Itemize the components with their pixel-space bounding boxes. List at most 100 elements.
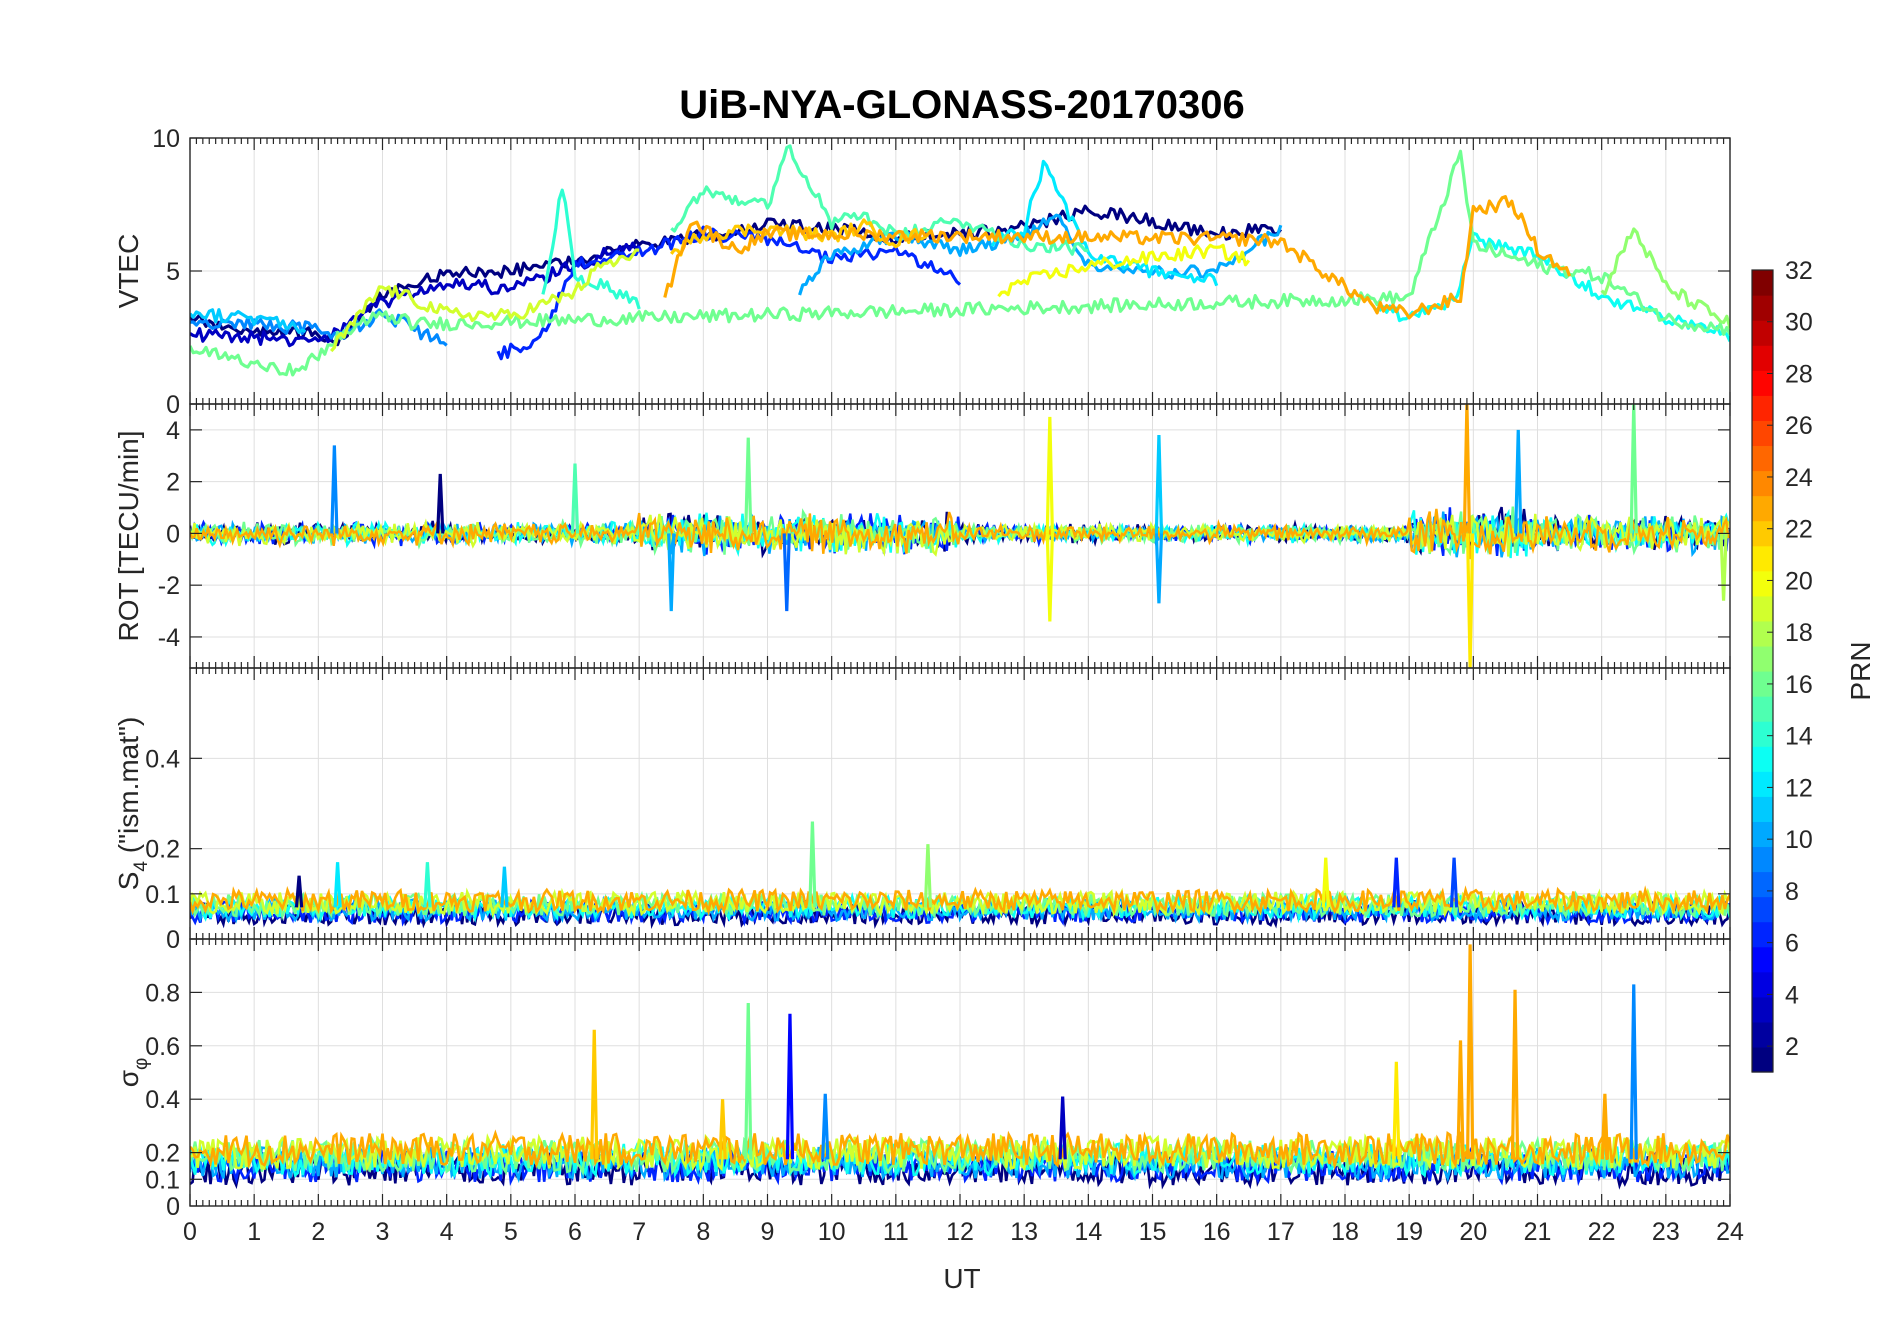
colorbar-step (1752, 871, 1773, 898)
colorbar-step (1752, 1046, 1773, 1073)
series-prn-19 (330, 248, 640, 353)
traces-rot (190, 404, 1730, 668)
y-tick-label: -2 (158, 572, 180, 600)
spike-prn-23 (1600, 1093, 1610, 1160)
y-tick-label: 0.1 (145, 881, 180, 909)
series-prn-23 (190, 885, 1730, 917)
colorbar-step (1752, 721, 1773, 747)
colorbar-step (1752, 846, 1773, 873)
x-axis-label: UT (943, 1263, 980, 1294)
colorbar-step (1752, 696, 1773, 722)
x-tick-label: 18 (1331, 1218, 1359, 1246)
spike-prn-21 (1392, 1061, 1401, 1160)
series-prn-14 (541, 188, 641, 310)
spike-prn-1 (436, 473, 445, 534)
series-prn-16 (190, 149, 1730, 377)
y-tick-label: -4 (158, 624, 180, 652)
colorbar-label: PRN (1845, 641, 1876, 700)
spike-prn-11 (1154, 435, 1164, 534)
x-tick-label: 13 (1010, 1218, 1038, 1246)
series-prn-11 (190, 308, 307, 334)
y-axis-label-s4: S4 ("ism.mat") (113, 717, 152, 891)
spike-prn-21 (1465, 533, 1475, 668)
spike-prn-18 (1719, 533, 1728, 601)
panel-vtec: 0 5 10 VTEC (113, 125, 1731, 419)
x-tick-label: 4 (440, 1218, 454, 1246)
spike-prn-7 (1449, 857, 1459, 908)
colorbar-step (1752, 971, 1773, 998)
x-tick-labels: 0 1 2 3 4 5 6 7 8 9 10 11 12 13 14 15 16 17 18 19 20 21 22 23 24 (183, 1218, 1744, 1246)
traces-sigma-phi (190, 944, 1730, 1190)
colorbar-tick-label: 30 (1785, 309, 1813, 337)
series-prn-20 (997, 243, 1251, 298)
spike-prn-16 (744, 1003, 753, 1160)
colorbar-step (1752, 671, 1773, 697)
colorbar-tick-label: 6 (1785, 930, 1799, 958)
chart-title: UiB-NYA-GLONASS-20170306 (679, 83, 1244, 127)
x-tick-label: 22 (1588, 1218, 1616, 1246)
y-tick-label: 0 (166, 520, 180, 548)
x-tick-label: 19 (1395, 1218, 1423, 1246)
spike-prn-16 (1629, 404, 1638, 534)
colorbar-step (1752, 395, 1773, 421)
y-axis-label-rot: ROT [TECU/min] (113, 430, 144, 641)
x-tick-label: 5 (504, 1218, 518, 1246)
spike-prn-10 (1154, 533, 1164, 604)
y-tick-label: 0.1 (145, 1166, 180, 1194)
series-prn-12 (990, 159, 1219, 287)
colorbar-step (1752, 620, 1773, 647)
colorbar-step (1752, 320, 1773, 346)
colorbar-tick-label: 16 (1785, 671, 1813, 699)
series-prn-10 (798, 213, 1283, 296)
colorbar-step (1752, 295, 1773, 321)
x-tick-label: 24 (1716, 1218, 1744, 1246)
x-tick-label: 10 (818, 1218, 846, 1246)
colorbar-tick-label: 20 (1785, 567, 1813, 595)
colorbar-step (1752, 570, 1773, 597)
spike-prn-11 (500, 866, 509, 908)
series-prn-9 (190, 308, 448, 347)
spike-prn-23 (1456, 1040, 1465, 1160)
spike-prn-16 (808, 821, 817, 908)
colorbar-step (1752, 996, 1773, 1023)
series-prn-3 (190, 241, 641, 348)
x-tick-label: 17 (1267, 1218, 1295, 1246)
colorbar-step (1752, 370, 1773, 396)
x-tick-label: 14 (1074, 1218, 1102, 1246)
y-tick-label: 0.6 (145, 1033, 180, 1061)
spike-prn-8 (782, 533, 791, 612)
x-tick-label: 2 (311, 1218, 325, 1246)
y-axis-label-vtec: VTEC (113, 234, 144, 309)
ticks-s4 (189, 668, 1731, 940)
ticks-sigma-phi (189, 939, 1731, 1207)
x-tick-label: 0 (183, 1218, 197, 1246)
y-tick-label: 4 (166, 417, 180, 445)
spike-prn-16 (744, 437, 753, 534)
colorbar-step (1752, 470, 1773, 497)
x-tick-label: 1 (247, 1218, 261, 1246)
spike-prn-10 (667, 533, 676, 612)
colorbar-tick-label: 2 (1785, 1033, 1799, 1061)
x-tick-label: 8 (696, 1218, 710, 1246)
x-tick-label: 21 (1524, 1218, 1552, 1246)
colorbar-step (1752, 520, 1773, 547)
x-tick-label: 7 (632, 1218, 646, 1246)
spike-prn-9 (821, 1093, 830, 1160)
colorbar-step (1752, 746, 1773, 772)
x-tick-label: 15 (1139, 1218, 1167, 1246)
x-tick-label: 11 (883, 1218, 909, 1246)
y-tick-label: 0.4 (145, 745, 180, 773)
colorbar-step (1752, 420, 1773, 447)
y-tick-label: 0.2 (145, 836, 180, 864)
colorbar-step (1752, 821, 1773, 848)
spike-prn-10 (1514, 429, 1523, 534)
colorbar-tick-label: 4 (1785, 981, 1799, 1009)
spike-prn-17 (923, 844, 933, 908)
y-tick-label: 0.4 (145, 1086, 180, 1114)
x-tick-label: 9 (761, 1218, 775, 1246)
colorbar-step (1752, 771, 1773, 797)
colorbar-step (1752, 645, 1773, 672)
x-tick-label: 3 (376, 1218, 390, 1246)
spike-prn-23 (1510, 989, 1520, 1160)
